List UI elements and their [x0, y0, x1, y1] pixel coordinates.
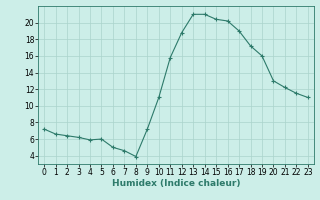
X-axis label: Humidex (Indice chaleur): Humidex (Indice chaleur) — [112, 179, 240, 188]
